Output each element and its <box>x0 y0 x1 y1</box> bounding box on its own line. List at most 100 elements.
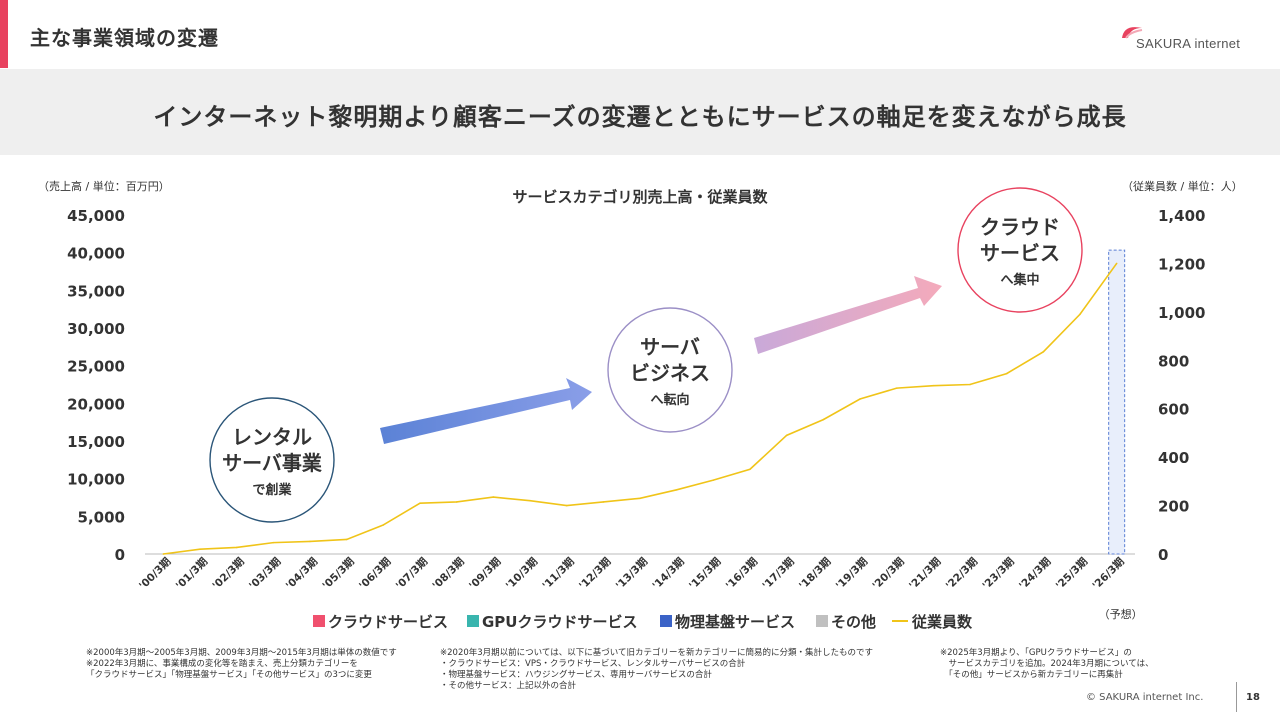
legend-swatch <box>313 615 325 627</box>
employee-point <box>529 499 531 502</box>
x-tick-label: '02/3期 <box>210 555 247 592</box>
annotation-title-line: サービス <box>980 241 1060 265</box>
employee-point <box>895 387 898 389</box>
employee-point <box>345 538 348 541</box>
annotation-sub: へ集中 <box>1000 272 1039 288</box>
legend-item: その他 <box>816 613 876 631</box>
employee-point <box>382 524 385 526</box>
annotation-title-line: ビジネス <box>630 361 710 385</box>
x-tick-label: '07/3期 <box>393 555 430 592</box>
annotation-title-line: サーバ事業 <box>222 451 323 475</box>
x-tick-label: '18/3期 <box>796 555 833 592</box>
page-number: 18 <box>1246 692 1260 703</box>
right-axis-unit: （従業員数 / 単位：人） <box>1122 180 1243 193</box>
title-accent-bar <box>0 0 8 68</box>
y-right-tick-label: 1,200 <box>1158 255 1205 273</box>
legend-label: 物理基盤サービス <box>675 613 795 631</box>
annotation-title-line: レンタル <box>232 425 312 449</box>
x-tick-label: '12/3期 <box>576 555 613 592</box>
x-tick-label: '09/3期 <box>466 555 503 592</box>
y-right-tick-label: 200 <box>1158 498 1189 516</box>
x-tick-label: '25/3期 <box>1053 555 1090 592</box>
x-tick-label: '20/3期 <box>870 555 907 592</box>
y-left-tick-label: 5,000 <box>78 508 125 526</box>
y-right-tick-label: 800 <box>1158 352 1189 370</box>
y-right-tick-label: 1,000 <box>1158 304 1205 322</box>
x-tick-label: '21/3期 <box>906 555 943 592</box>
y-right-tick-label: 0 <box>1158 546 1168 564</box>
y-left-tick-label: 25,000 <box>67 358 125 376</box>
growth-arrow-1 <box>380 378 592 444</box>
copyright: © SAKURA internet Inc. <box>1086 692 1204 703</box>
x-tick-label: '26/3期 <box>1090 555 1127 592</box>
employee-point <box>932 384 935 387</box>
annotation-circle <box>607 307 733 433</box>
y-left-tick-label: 0 <box>115 546 125 564</box>
legend-item: 従業員数 <box>892 613 973 631</box>
annotation-title-line: クラウド <box>980 215 1060 239</box>
y-right-tick-label: 600 <box>1158 401 1189 419</box>
employee-point <box>1115 262 1118 265</box>
forecast-label: （予想） <box>1099 607 1143 621</box>
growth-arrow-2 <box>754 276 942 354</box>
y-left-tick-label: 45,000 <box>67 207 125 225</box>
annotation-title-line: サーバ <box>640 335 700 359</box>
employee-point <box>712 479 715 481</box>
annotation-sub: へ転向 <box>650 392 689 408</box>
sakura-logo-icon <box>1122 27 1143 39</box>
employee-point <box>1079 313 1081 316</box>
employee-point <box>162 553 165 555</box>
employee-point <box>455 501 458 503</box>
employee-point <box>602 501 605 503</box>
legend-item: 物理基盤サービス <box>660 613 795 631</box>
legend-label: GPUクラウドサービス <box>482 613 638 631</box>
x-tick-label: '22/3期 <box>943 555 980 592</box>
legend-item: GPUクラウドサービス <box>467 613 638 631</box>
employee-point <box>235 546 238 549</box>
y-right-tick-label: 400 <box>1158 449 1189 467</box>
legend-label: 従業員数 <box>911 613 973 631</box>
footnote-right: ※2025年3月期より、「GPUクラウドサービス」の サービスカテゴリを追加。2… <box>940 648 1154 680</box>
chart-title: サービスカテゴリ別売上高・従業員数 <box>512 188 768 206</box>
x-tick-label: '15/3期 <box>686 555 723 592</box>
employee-point <box>309 540 311 543</box>
x-tick-label: '14/3期 <box>650 555 687 592</box>
legend-label: その他 <box>831 613 876 631</box>
x-tick-label: '16/3期 <box>723 555 760 592</box>
x-tick-label: '05/3期 <box>320 555 357 592</box>
x-tick-label: '11/3期 <box>540 555 577 592</box>
employee-point <box>749 468 751 471</box>
employee-point <box>199 548 201 550</box>
x-tick-label: '19/3期 <box>833 555 870 592</box>
legend-swatch <box>816 615 828 627</box>
employee-point <box>1005 372 1008 375</box>
employee-point <box>492 496 495 498</box>
employee-point <box>969 383 971 386</box>
employee-point <box>822 418 825 421</box>
x-tick-label: '04/3期 <box>283 555 320 592</box>
x-tick-label: '06/3期 <box>356 555 393 592</box>
y-left-tick-label: 30,000 <box>67 320 125 338</box>
x-tick-label: '23/3期 <box>980 555 1017 592</box>
annotation-sub: で創業 <box>252 482 292 498</box>
x-tick-label: '03/3期 <box>246 555 283 592</box>
legend-item: クラウドサービス <box>313 613 448 631</box>
employee-point <box>639 497 641 500</box>
employee-point <box>419 502 421 504</box>
y-left-tick-label: 40,000 <box>67 245 125 263</box>
employee-point <box>785 434 788 437</box>
x-tick-label: '13/3期 <box>613 555 650 592</box>
y-right-tick-label: 1,400 <box>1158 207 1205 225</box>
footnote-middle: ※2020年3月期以前については、以下に基づいて旧カテゴリーを新カテゴリーに簡易… <box>440 648 873 691</box>
legend-swatch <box>660 615 672 627</box>
annotation-circle <box>957 187 1083 313</box>
x-tick-label: '10/3期 <box>503 555 540 592</box>
left-axis-unit: （売上高 / 単位：百万円） <box>38 180 170 193</box>
x-tick-label: '00/3期 <box>136 555 173 592</box>
headline-banner: インターネット黎明期より顧客ニーズの変遷とともにサービスの軸足を変えながら成長 <box>0 69 1280 155</box>
page-title: 主な事業領域の変遷 <box>30 26 219 50</box>
sakura-logo: SAKURA internet <box>1118 22 1258 56</box>
